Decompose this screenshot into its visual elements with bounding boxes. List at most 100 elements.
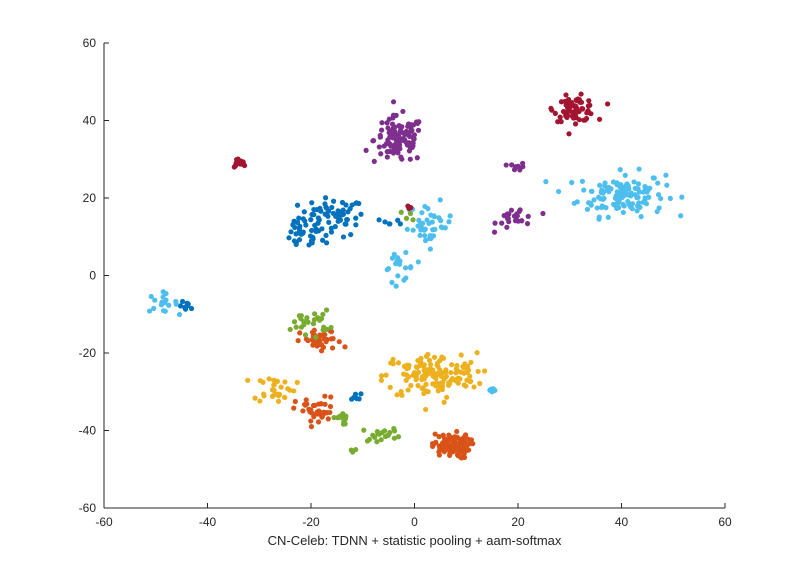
data-point [422,237,429,244]
data-point [390,99,397,105]
data-point [431,213,437,219]
data-point [618,191,624,197]
data-point [414,155,420,161]
series-cluster-blue-dark [177,195,403,402]
data-point [430,227,436,233]
data-point [443,373,449,380]
data-point [400,108,406,115]
points-layer [146,91,685,461]
data-point [318,401,324,407]
data-point [667,195,673,201]
data-point [426,220,432,226]
data-point [654,208,660,215]
data-point [481,368,488,374]
data-point [376,217,382,223]
data-point [454,376,460,382]
data-point [602,183,608,189]
data-point [385,432,391,438]
data-point [397,221,403,227]
data-point [466,447,472,453]
data-point [449,376,456,382]
data-point [332,224,338,230]
data-point [364,438,371,444]
data-point [426,357,433,363]
data-point [636,189,642,195]
data-point [320,311,326,317]
data-point [383,141,390,147]
data-point [614,182,620,188]
data-point [426,367,432,373]
data-point [410,140,416,146]
data-point [354,395,360,402]
data-point [447,213,453,219]
data-point [303,397,309,403]
data-point [309,211,315,218]
data-point [146,308,153,314]
data-point [415,383,421,389]
data-point [337,217,344,223]
data-point [399,392,405,398]
data-point [177,303,184,309]
data-point [455,453,461,459]
data-point [294,202,301,208]
data-point [423,388,429,394]
series-cluster-dark-red [231,91,611,211]
data-point [379,430,385,436]
data-point [557,114,563,120]
data-point [605,101,611,107]
data-point [325,416,331,422]
data-point [378,437,384,443]
data-point [328,225,334,231]
data-point [328,336,334,342]
data-point [322,401,328,407]
data-point [374,439,380,445]
data-point [269,387,276,393]
series-cluster-yellow [245,350,488,413]
data-point [437,370,443,377]
data-point [560,108,567,115]
data-point [577,99,583,105]
data-point [377,132,383,139]
data-point [395,135,401,142]
data-point [311,414,317,420]
y-tick-label: 0 [89,269,96,283]
data-point [432,431,438,437]
data-point [597,196,604,202]
data-point [271,377,277,383]
data-point [413,375,420,382]
data-point [410,217,416,223]
data-point [393,131,399,137]
data-point [275,398,282,404]
data-point [310,342,316,348]
data-point [622,172,628,178]
data-point [453,370,459,376]
data-point [293,241,299,248]
x-tick-label: 40 [615,515,629,529]
data-point [449,362,455,368]
data-point [637,204,643,210]
data-point [371,158,377,164]
data-point [596,116,603,122]
data-point [328,324,334,331]
data-point [326,208,332,214]
data-point [471,384,477,390]
data-point [335,208,341,214]
data-point [324,336,330,343]
data-point [315,220,321,226]
data-point [328,394,334,400]
data-point [574,199,580,205]
data-point [634,208,640,214]
data-point [503,162,509,168]
data-point [566,131,572,137]
data-point [282,394,288,401]
data-point [441,435,448,441]
data-point [477,380,483,387]
data-point [378,377,384,383]
data-point [584,110,590,116]
data-point [261,391,267,397]
data-point [302,402,308,408]
data-point [271,382,277,388]
data-point [431,354,438,360]
data-point [399,124,405,130]
